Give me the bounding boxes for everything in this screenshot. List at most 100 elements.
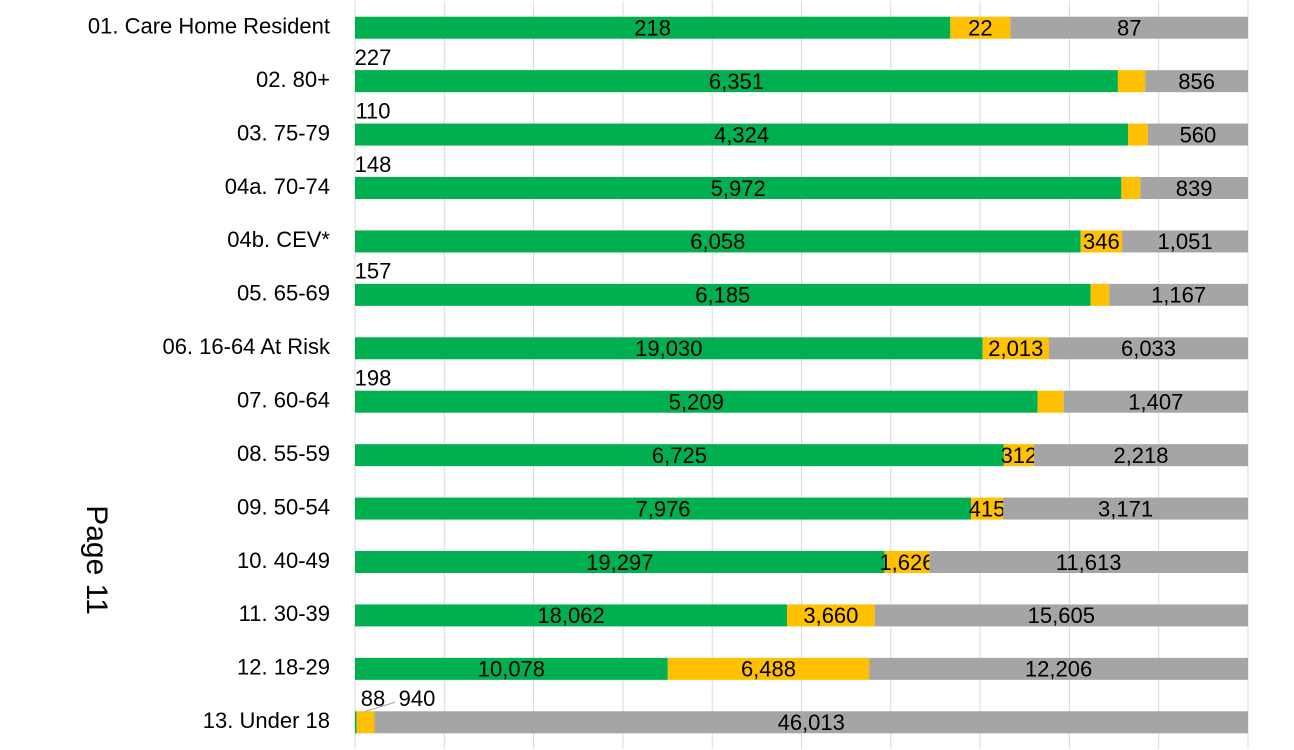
value-label: 312 (1001, 443, 1038, 468)
value-label: 12,206 (1025, 657, 1092, 682)
bar-segment (355, 230, 1081, 253)
category-label: 11. 30-39 (239, 601, 330, 626)
bar-segment (1033, 444, 1248, 467)
value-label: 1,626 (879, 550, 934, 575)
leader-line (365, 701, 396, 712)
bar-segment (355, 497, 972, 520)
value-label: 856 (1178, 69, 1215, 94)
bar-segment (356, 711, 375, 734)
value-label: 346 (1083, 229, 1120, 254)
bar-segment (1140, 177, 1248, 199)
bar-segment (1122, 230, 1248, 253)
value-label: 227 (355, 45, 392, 70)
value-label: 2,218 (1113, 443, 1168, 468)
bar-segment (1003, 444, 1034, 467)
bar-segment (1109, 283, 1248, 306)
bar-segment (355, 70, 1118, 93)
value-label: 6,725 (652, 443, 707, 468)
value-label: 88 (361, 686, 385, 711)
category-label: 01. Care Home Resident (88, 14, 330, 39)
bar-segment (1010, 16, 1248, 39)
value-label: 87 (1117, 16, 1141, 41)
value-label: 560 (1180, 122, 1217, 147)
value-label: 22 (968, 16, 992, 41)
bar-segment (929, 551, 1248, 573)
value-label: 11,613 (1056, 550, 1122, 575)
bar-segment (1145, 70, 1248, 93)
value-label: 1,051 (1158, 229, 1213, 254)
value-label: 7,976 (635, 496, 690, 521)
value-label: 2,013 (988, 336, 1043, 361)
category-label: 08. 55-59 (237, 441, 330, 466)
bar-segment (950, 16, 1011, 39)
bar-segment (1080, 230, 1123, 253)
category-label: 13. Under 18 (203, 708, 330, 733)
bar-segment (667, 657, 870, 680)
value-label: 157 (355, 259, 392, 284)
category-label: 04b. CEV* (227, 227, 330, 252)
bar-segment (1049, 337, 1248, 360)
bar-segment (355, 177, 1122, 199)
category-label: 02. 80+ (256, 67, 330, 92)
bar-segment (355, 16, 951, 39)
page-annotation: Page 11 (80, 505, 113, 615)
bar-segment (1037, 390, 1064, 413)
bar-segment (874, 604, 1248, 627)
value-label: 839 (1176, 176, 1213, 201)
category-label: 04a. 70-74 (225, 174, 330, 199)
bar-segment (355, 604, 788, 627)
value-label: 6,058 (690, 229, 745, 254)
bar-segment (355, 337, 983, 360)
category-label: 07. 60-64 (237, 388, 330, 413)
value-label: 5,209 (669, 390, 724, 415)
value-label: 15,605 (1028, 603, 1095, 628)
value-label: 1,407 (1128, 390, 1183, 415)
value-label: 940 (399, 686, 436, 711)
value-label: 10,078 (478, 657, 545, 682)
bar-segment (355, 551, 885, 573)
value-label: 6,488 (741, 657, 796, 682)
value-label: 415 (969, 496, 1006, 521)
bar-segment (355, 123, 1129, 146)
bar-segment (355, 444, 1004, 467)
value-label: 218 (634, 16, 671, 41)
bar-segment (355, 657, 668, 680)
value-label: 4,324 (714, 122, 769, 147)
bar-segment (355, 283, 1091, 306)
value-label: 19,297 (586, 550, 653, 575)
value-label: 19,030 (635, 336, 702, 361)
bar-segment (1003, 497, 1248, 520)
value-label: 198 (355, 366, 392, 391)
value-label: 110 (355, 98, 390, 123)
bar-segment (971, 497, 1004, 520)
value-label: 3,660 (803, 603, 858, 628)
bar-segment (869, 657, 1248, 680)
value-label: 5,972 (711, 176, 766, 201)
category-label: 10. 40-49 (237, 548, 330, 573)
category-label: 05. 65-69 (237, 281, 330, 306)
category-label: 09. 50-54 (237, 494, 330, 519)
bar-segment (1117, 70, 1146, 93)
value-label: 6,033 (1121, 336, 1176, 361)
category-label: 06. 16-64 At Risk (162, 334, 331, 359)
category-label: 12. 18-29 (237, 655, 330, 680)
bar-segment (1147, 123, 1248, 146)
value-label: 6,185 (695, 283, 750, 308)
bar-segment (884, 551, 930, 573)
bar-segment (355, 711, 357, 734)
value-label: 1,167 (1151, 283, 1206, 308)
bar-segment (355, 390, 1038, 413)
value-label: 6,351 (709, 69, 764, 94)
bar-segment (1121, 177, 1141, 199)
value-label: 18,062 (537, 603, 604, 628)
value-label: 46,013 (778, 710, 845, 735)
bar-segment (374, 711, 1248, 734)
value-label: 148 (355, 152, 392, 177)
bar-segment (1063, 390, 1248, 413)
bar-segment (787, 604, 875, 627)
value-label: 3,171 (1098, 496, 1153, 521)
bar-segment (982, 337, 1050, 360)
bar-segment (1090, 283, 1110, 306)
category-label: 03. 75-79 (237, 120, 330, 145)
